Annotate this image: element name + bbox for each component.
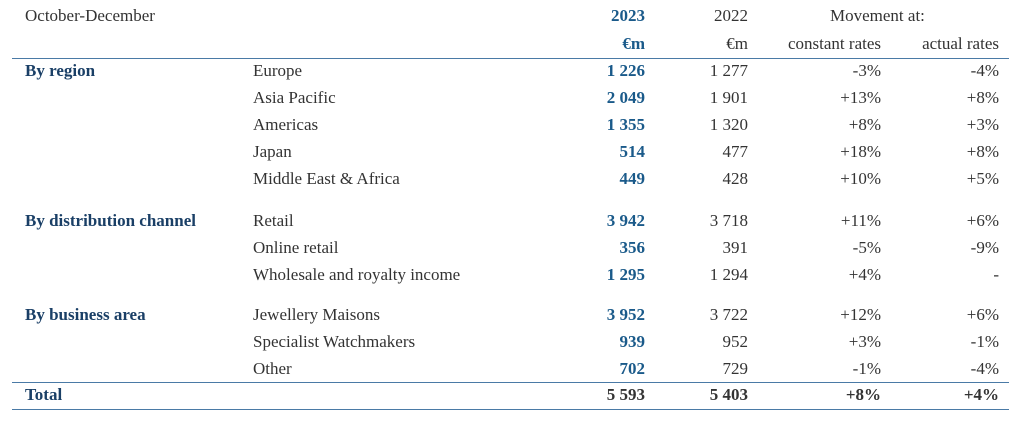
row-label: Americas [253, 115, 319, 134]
row-label: Europe [253, 61, 303, 80]
value-actual-rates: - [993, 265, 999, 284]
section-title: By business area [25, 305, 146, 324]
total-top-rule [12, 382, 1009, 383]
year-prior-header: 2022 [714, 6, 748, 25]
value-constant-rates: +4% [848, 265, 881, 284]
unit-current-header: €m [622, 34, 645, 53]
value-prior: 1 277 [709, 61, 748, 80]
total-prior: 5 403 [709, 385, 748, 404]
value-constant-rates: -5% [852, 238, 881, 257]
row-label: Wholesale and royalty income [253, 265, 461, 284]
value-current: 449 [619, 169, 646, 188]
value-current: 1 295 [606, 265, 645, 284]
value-current: 3 942 [606, 211, 645, 230]
value-current: 702 [619, 359, 646, 378]
value-actual-rates: -4% [970, 61, 999, 80]
value-prior: 952 [722, 332, 749, 351]
row-label: Online retail [253, 238, 339, 257]
value-prior: 477 [722, 142, 749, 161]
section-title: By region [25, 61, 96, 80]
value-actual-rates: +6% [966, 211, 999, 230]
row-label: Retail [253, 211, 294, 230]
row-label: Middle East & Africa [253, 169, 400, 188]
value-actual-rates: +8% [966, 142, 999, 161]
value-constant-rates: +3% [848, 332, 881, 351]
value-constant-rates: +10% [840, 169, 881, 188]
value-prior: 3 718 [709, 211, 748, 230]
unit-prior-header: €m [726, 34, 748, 53]
row-label: Asia Pacific [253, 88, 336, 107]
value-current: 1 226 [606, 61, 645, 80]
value-prior: 428 [722, 169, 749, 188]
year-current-header: 2023 [611, 6, 645, 25]
value-prior: 1 901 [709, 88, 748, 107]
total-actual: +4% [963, 385, 999, 404]
value-prior: 391 [722, 238, 749, 257]
movement-header: Movement at: [830, 6, 925, 25]
total-current: 5 593 [606, 385, 645, 404]
header-rule [12, 58, 1009, 59]
value-current: 3 952 [606, 305, 645, 324]
period-label: October-December [25, 6, 155, 25]
value-current: 514 [619, 142, 646, 161]
value-current: 1 355 [606, 115, 645, 134]
value-constant-rates: +13% [840, 88, 881, 107]
value-prior: 729 [722, 359, 749, 378]
value-actual-rates: -4% [970, 359, 999, 378]
total-label: Total [25, 385, 63, 404]
total-constant: +8% [845, 385, 881, 404]
value-constant-rates: +18% [840, 142, 881, 161]
actual-rates-header: actual rates [922, 34, 999, 53]
value-current: 2 049 [606, 88, 645, 107]
row-label: Specialist Watchmakers [253, 332, 416, 351]
value-constant-rates: +11% [840, 211, 881, 230]
value-actual-rates: +5% [966, 169, 999, 188]
total-bottom-rule [12, 409, 1009, 410]
row-label: Other [253, 359, 292, 378]
value-prior: 3 722 [709, 305, 748, 324]
value-actual-rates: -9% [970, 238, 999, 257]
value-prior: 1 294 [709, 265, 748, 284]
value-actual-rates: +8% [966, 88, 999, 107]
value-current: 939 [619, 332, 646, 351]
value-constant-rates: -3% [852, 61, 881, 80]
value-prior: 1 320 [709, 115, 748, 134]
value-current: 356 [619, 238, 646, 257]
row-label: Jewellery Maisons [253, 305, 381, 324]
section-title: By distribution channel [25, 211, 196, 230]
value-constant-rates: +12% [840, 305, 881, 324]
value-constant-rates: +8% [848, 115, 881, 134]
row-label: Japan [253, 142, 292, 161]
value-actual-rates: +3% [966, 115, 999, 134]
value-actual-rates: +6% [966, 305, 999, 324]
value-actual-rates: -1% [970, 332, 999, 351]
constant-rates-header: constant rates [788, 34, 881, 53]
value-constant-rates: -1% [852, 359, 881, 378]
